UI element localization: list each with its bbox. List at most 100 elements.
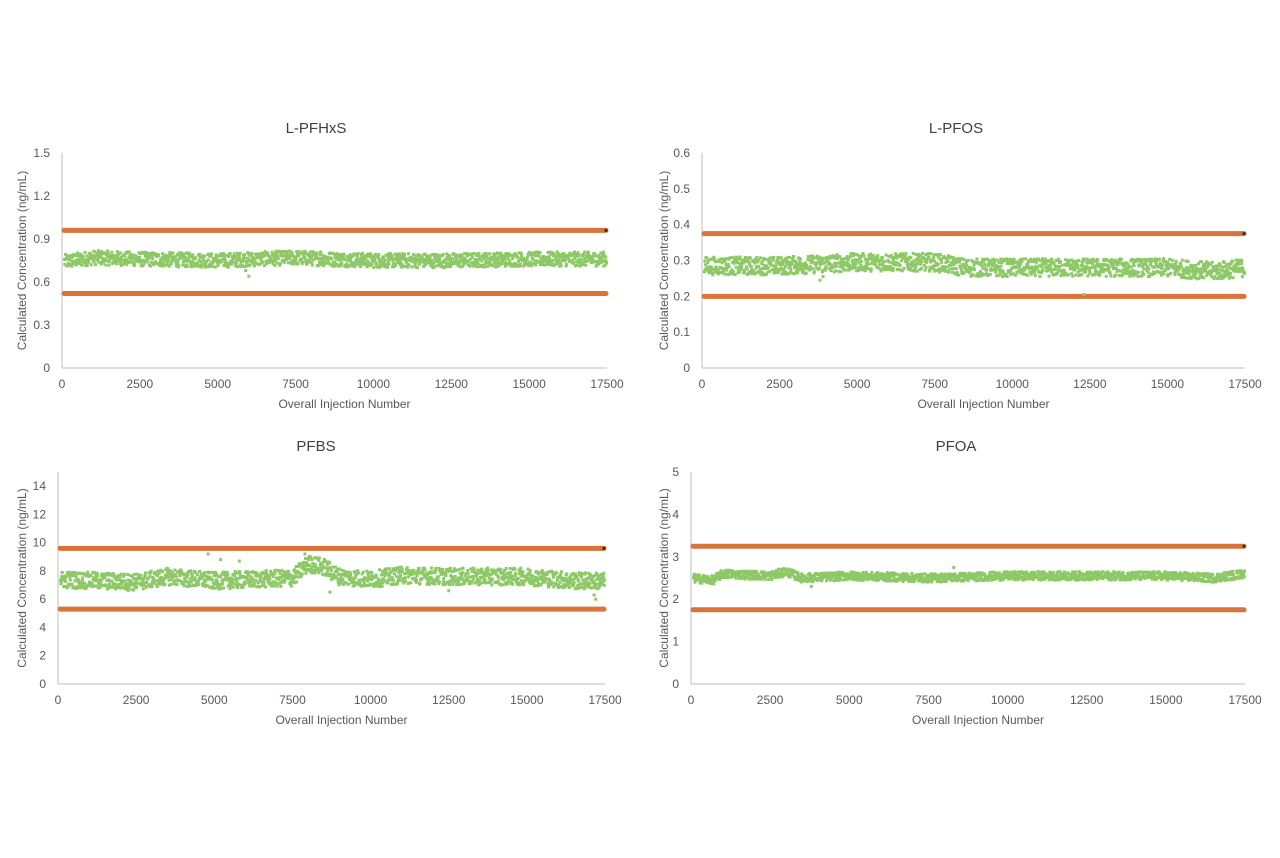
data-point bbox=[1093, 273, 1096, 276]
data-point bbox=[1114, 274, 1117, 277]
data-point bbox=[1194, 273, 1197, 276]
data-point bbox=[1168, 258, 1171, 261]
y-tick-label: 1.5 bbox=[33, 146, 50, 160]
data-points bbox=[63, 249, 608, 278]
outlier-point bbox=[328, 591, 331, 594]
data-point bbox=[509, 571, 512, 574]
data-point bbox=[248, 264, 251, 267]
data-point bbox=[532, 259, 535, 262]
data-point bbox=[318, 556, 321, 559]
data-point bbox=[1231, 260, 1234, 263]
data-point bbox=[972, 274, 975, 277]
data-point bbox=[1174, 273, 1177, 276]
data-point bbox=[580, 258, 583, 261]
x-tick-label: 17500 bbox=[588, 693, 622, 707]
data-point bbox=[788, 256, 791, 259]
data-point bbox=[203, 255, 206, 258]
data-point bbox=[1137, 271, 1140, 274]
data-point bbox=[603, 579, 606, 582]
data-point bbox=[602, 572, 605, 575]
data-point bbox=[603, 584, 606, 587]
y-tick-label: 8 bbox=[39, 564, 46, 578]
data-point bbox=[560, 570, 563, 573]
data-point bbox=[883, 260, 886, 263]
y-tick-label: 14 bbox=[33, 479, 47, 493]
data-point bbox=[521, 570, 524, 573]
data-point bbox=[830, 578, 833, 581]
data-point bbox=[939, 253, 942, 256]
data-point bbox=[398, 579, 401, 582]
data-point bbox=[1240, 262, 1243, 265]
data-point bbox=[361, 252, 364, 255]
data-point bbox=[349, 573, 352, 576]
data-point bbox=[1232, 276, 1235, 279]
data-point bbox=[216, 580, 219, 583]
data-point bbox=[236, 265, 239, 268]
data-point bbox=[1229, 272, 1232, 275]
data-point bbox=[1155, 261, 1158, 264]
data-point bbox=[239, 252, 242, 255]
data-point bbox=[69, 578, 72, 581]
data-point bbox=[311, 264, 314, 267]
data-point bbox=[118, 575, 121, 578]
data-point bbox=[587, 250, 590, 253]
data-point bbox=[1125, 272, 1128, 275]
data-point bbox=[251, 577, 254, 580]
data-point bbox=[504, 259, 507, 262]
data-point bbox=[838, 255, 841, 258]
data-point bbox=[441, 568, 444, 571]
data-point bbox=[480, 260, 483, 263]
data-point bbox=[854, 263, 857, 266]
x-axis-label: Overall Injection Number bbox=[278, 397, 410, 411]
data-point bbox=[224, 259, 227, 262]
data-point bbox=[1035, 261, 1038, 264]
data-point bbox=[442, 577, 445, 580]
data-point bbox=[423, 569, 426, 572]
data-point bbox=[1158, 258, 1161, 261]
data-point bbox=[341, 578, 344, 581]
data-point bbox=[126, 573, 129, 576]
x-tick-label: 7500 bbox=[921, 377, 948, 391]
data-point bbox=[171, 251, 174, 254]
data-point bbox=[406, 566, 409, 569]
data-point bbox=[349, 258, 352, 261]
data-point bbox=[497, 579, 500, 582]
data-point bbox=[589, 574, 592, 577]
y-tick-label: 5 bbox=[672, 465, 679, 479]
data-point bbox=[712, 582, 715, 585]
limit-line-end-marker bbox=[604, 229, 607, 232]
data-point bbox=[920, 260, 923, 263]
data-point bbox=[1050, 258, 1053, 261]
x-tick-label: 5000 bbox=[204, 377, 231, 391]
data-point bbox=[805, 272, 808, 275]
outlier-point bbox=[1082, 293, 1085, 296]
data-point bbox=[560, 264, 563, 267]
data-point bbox=[433, 583, 436, 586]
data-point bbox=[415, 574, 418, 577]
data-point bbox=[194, 576, 197, 579]
data-point bbox=[1080, 273, 1083, 276]
data-point bbox=[377, 577, 380, 580]
data-point bbox=[142, 587, 145, 590]
data-point bbox=[892, 267, 895, 270]
data-point bbox=[110, 251, 113, 254]
data-point bbox=[899, 264, 902, 267]
data-point bbox=[438, 581, 441, 584]
data-point bbox=[471, 575, 474, 578]
data-point bbox=[1027, 260, 1030, 263]
data-point bbox=[119, 251, 122, 254]
data-point bbox=[164, 583, 167, 586]
data-point bbox=[1086, 274, 1089, 277]
data-point bbox=[746, 267, 749, 270]
data-point bbox=[885, 254, 888, 257]
data-point bbox=[484, 265, 487, 268]
data-point bbox=[565, 263, 568, 266]
data-point bbox=[418, 567, 421, 570]
data-point bbox=[437, 575, 440, 578]
data-point bbox=[301, 260, 304, 263]
data-point bbox=[407, 252, 410, 255]
data-point bbox=[96, 574, 99, 577]
data-point bbox=[863, 254, 866, 257]
data-point bbox=[238, 572, 241, 575]
data-point bbox=[477, 252, 480, 255]
